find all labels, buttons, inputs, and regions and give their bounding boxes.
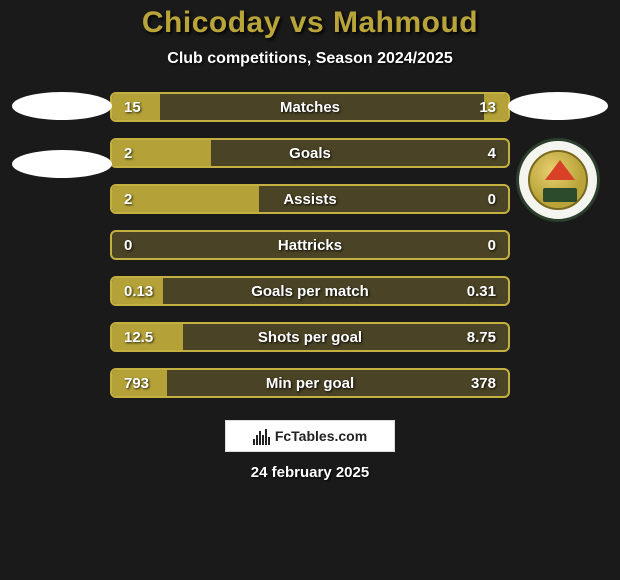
- stat-label: Shots per goal: [258, 329, 362, 346]
- comparison-card: Chicoday vs Mahmoud Club competitions, S…: [0, 0, 620, 580]
- stat-left-value: 2: [124, 145, 132, 162]
- stat-left-value: 793: [124, 375, 149, 392]
- stat-row: 793 Min per goal 378: [110, 368, 510, 398]
- fctables-logo-icon: [253, 427, 271, 445]
- snapshot-date: 24 february 2025: [251, 464, 369, 481]
- stat-right-value: 8.75: [467, 329, 496, 346]
- club-crest-icon: [516, 138, 600, 222]
- stat-row: 15 Matches 13: [110, 92, 510, 122]
- page-title: Chicoday vs Mahmoud: [142, 6, 478, 40]
- stat-right-value: 0: [488, 191, 496, 208]
- right-player-badges: [508, 92, 608, 222]
- source-label: FcTables.com: [275, 428, 367, 444]
- stat-label: Min per goal: [266, 375, 354, 392]
- source-badge: FcTables.com: [225, 420, 395, 452]
- stat-right-value: 0.31: [467, 283, 496, 300]
- page-subtitle: Club competitions, Season 2024/2025: [167, 50, 452, 68]
- stat-fill-left: [112, 186, 259, 212]
- placeholder-ellipse-icon: [12, 150, 112, 178]
- stat-row: 0 Hattricks 0: [110, 230, 510, 260]
- stat-label: Hattricks: [278, 237, 342, 254]
- stat-row: 0.13 Goals per match 0.31: [110, 276, 510, 306]
- stat-right-value: 13: [479, 99, 496, 116]
- stat-left-value: 12.5: [124, 329, 153, 346]
- stat-left-value: 2: [124, 191, 132, 208]
- stat-right-value: 0: [488, 237, 496, 254]
- placeholder-ellipse-icon: [12, 92, 112, 120]
- stat-left-value: 15: [124, 99, 141, 116]
- stat-label: Goals per match: [251, 283, 369, 300]
- stat-label: Assists: [283, 191, 336, 208]
- stat-label: Goals: [289, 145, 331, 162]
- stat-right-value: 4: [488, 145, 496, 162]
- stats-area: 15 Matches 13 2 Goals 4 2 Assists 0 0 Hattricks 0 0.…: [0, 92, 620, 398]
- left-player-badges: [12, 92, 112, 178]
- stat-left-value: 0.13: [124, 283, 153, 300]
- stat-rows: 15 Matches 13 2 Goals 4 2 Assists 0 0 Hattricks 0 0.…: [110, 92, 510, 398]
- stat-row: 2 Goals 4: [110, 138, 510, 168]
- stat-label: Matches: [280, 99, 340, 116]
- stat-right-value: 378: [471, 375, 496, 392]
- stat-left-value: 0: [124, 237, 132, 254]
- placeholder-ellipse-icon: [508, 92, 608, 120]
- stat-row: 12.5 Shots per goal 8.75: [110, 322, 510, 352]
- stat-row: 2 Assists 0: [110, 184, 510, 214]
